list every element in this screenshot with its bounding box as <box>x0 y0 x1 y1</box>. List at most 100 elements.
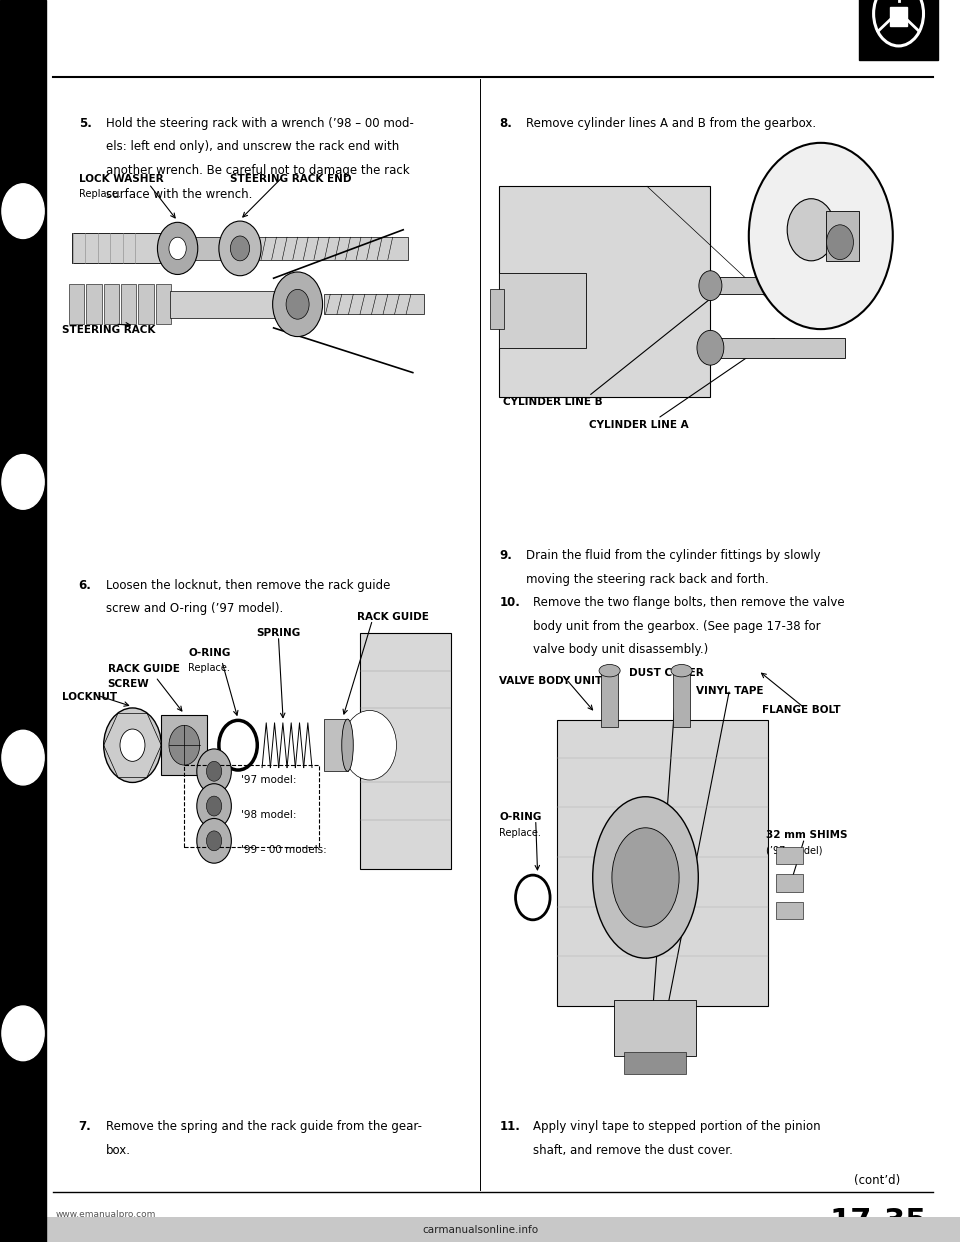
Bar <box>138 284 154 324</box>
Text: 6.: 6. <box>79 579 91 591</box>
Text: 7.: 7. <box>79 1120 91 1133</box>
Text: (’97 model): (’97 model) <box>766 846 823 856</box>
Text: O-RING: O-RING <box>188 648 230 658</box>
Circle shape <box>2 1006 44 1061</box>
Text: LOCK WASHER: LOCK WASHER <box>79 174 163 184</box>
Circle shape <box>2 455 44 509</box>
Text: carmanualsonline.info: carmanualsonline.info <box>422 1225 538 1235</box>
Circle shape <box>206 796 222 816</box>
Text: STEERING RACK: STEERING RACK <box>62 325 156 335</box>
Text: Remove cylinder lines A and B from the gearbox.: Remove cylinder lines A and B from the g… <box>526 117 816 129</box>
Circle shape <box>230 236 250 261</box>
Bar <box>156 284 171 324</box>
Ellipse shape <box>342 719 353 771</box>
Bar <box>104 284 119 324</box>
Text: CYLINDER LINE B: CYLINDER LINE B <box>503 397 603 407</box>
Text: shaft, and remove the dust cover.: shaft, and remove the dust cover. <box>533 1144 732 1156</box>
Text: SCREW: SCREW <box>108 679 149 689</box>
Bar <box>184 765 319 847</box>
Circle shape <box>206 761 222 781</box>
Text: 32 mm SHIMS: 32 mm SHIMS <box>766 830 848 840</box>
Bar <box>121 284 136 324</box>
Text: 10.: 10. <box>499 596 520 609</box>
Text: O-RING: O-RING <box>499 812 541 822</box>
Circle shape <box>219 221 261 276</box>
Text: Hold the steering rack with a wrench (’98 – 00 mod-: Hold the steering rack with a wrench (’9… <box>106 117 414 129</box>
Circle shape <box>104 708 161 782</box>
Bar <box>69 284 84 324</box>
Circle shape <box>197 749 231 794</box>
Bar <box>601 671 618 727</box>
Text: VALVE BODY UNIT: VALVE BODY UNIT <box>499 676 603 686</box>
Text: valve body unit disassembly.): valve body unit disassembly.) <box>533 643 708 656</box>
Text: another wrench. Be careful not to damage the rack: another wrench. Be careful not to damage… <box>106 164 409 176</box>
Bar <box>710 338 845 358</box>
Text: 11.: 11. <box>499 1120 520 1133</box>
Bar <box>859 0 938 60</box>
Text: Remove the spring and the rack guide from the gear-: Remove the spring and the rack guide fro… <box>106 1120 421 1133</box>
Text: box.: box. <box>106 1144 131 1156</box>
Bar <box>0 0 46 1242</box>
Bar <box>557 720 768 1006</box>
Bar <box>195 237 222 260</box>
Bar <box>499 186 710 397</box>
Bar <box>776 902 803 919</box>
Circle shape <box>197 784 231 828</box>
Bar <box>490 289 504 329</box>
Circle shape <box>273 272 323 337</box>
Bar <box>259 237 408 260</box>
Bar <box>170 291 280 318</box>
Circle shape <box>286 289 309 319</box>
Circle shape <box>827 225 853 260</box>
Circle shape <box>787 199 835 261</box>
Ellipse shape <box>592 797 698 959</box>
Text: els: left end only), and unscrew the rack end with: els: left end only), and unscrew the rac… <box>106 140 398 153</box>
Text: Replace.: Replace. <box>188 663 230 673</box>
Text: Apply vinyl tape to stepped portion of the pinion: Apply vinyl tape to stepped portion of t… <box>533 1120 821 1133</box>
Text: LOCKNUT: LOCKNUT <box>62 692 117 702</box>
Bar <box>710 277 821 294</box>
Ellipse shape <box>671 664 692 677</box>
Text: 9.: 9. <box>499 549 512 561</box>
Text: RACK GUIDE: RACK GUIDE <box>108 664 180 674</box>
Text: Replace.: Replace. <box>79 189 121 199</box>
Circle shape <box>169 237 186 260</box>
Circle shape <box>206 831 222 851</box>
Circle shape <box>2 184 44 238</box>
Circle shape <box>343 710 396 780</box>
Bar <box>0 1217 960 1242</box>
Bar <box>360 633 451 869</box>
Circle shape <box>699 271 722 301</box>
Circle shape <box>120 729 145 761</box>
Bar <box>324 719 348 771</box>
Bar <box>890 7 907 26</box>
Circle shape <box>697 330 724 365</box>
Text: 5.: 5. <box>79 117 91 129</box>
Text: 17-35: 17-35 <box>829 1207 926 1236</box>
Circle shape <box>169 725 200 765</box>
Text: Remove the two flange bolts, then remove the valve: Remove the two flange bolts, then remove… <box>533 596 845 609</box>
Text: body unit from the gearbox. (See page 17-38 for: body unit from the gearbox. (See page 17… <box>533 620 821 632</box>
Text: VINYL TAPE: VINYL TAPE <box>696 686 763 696</box>
Text: Drain the fluid from the cylinder fittings by slowly: Drain the fluid from the cylinder fittin… <box>526 549 821 561</box>
Text: Loosen the locknut, then remove the rack guide: Loosen the locknut, then remove the rack… <box>106 579 390 591</box>
Text: moving the steering rack back and forth.: moving the steering rack back and forth. <box>526 573 769 585</box>
Bar <box>826 211 859 261</box>
Bar <box>72 233 163 263</box>
Bar <box>324 294 424 314</box>
Circle shape <box>197 818 231 863</box>
Circle shape <box>157 222 198 274</box>
Text: DUST COVER: DUST COVER <box>629 668 704 678</box>
Circle shape <box>2 730 44 785</box>
Text: (cont’d): (cont’d) <box>854 1174 900 1186</box>
Text: RACK GUIDE: RACK GUIDE <box>357 612 429 622</box>
Bar <box>614 1000 696 1056</box>
Bar <box>776 847 803 864</box>
Bar <box>624 1052 686 1074</box>
Text: '98 model:: '98 model: <box>241 810 297 820</box>
Text: CYLINDER LINE A: CYLINDER LINE A <box>589 420 689 430</box>
Bar <box>673 671 690 727</box>
Bar <box>161 715 207 775</box>
Text: SPRING: SPRING <box>256 628 300 638</box>
Text: www.emanualpro.com: www.emanualpro.com <box>56 1210 156 1218</box>
